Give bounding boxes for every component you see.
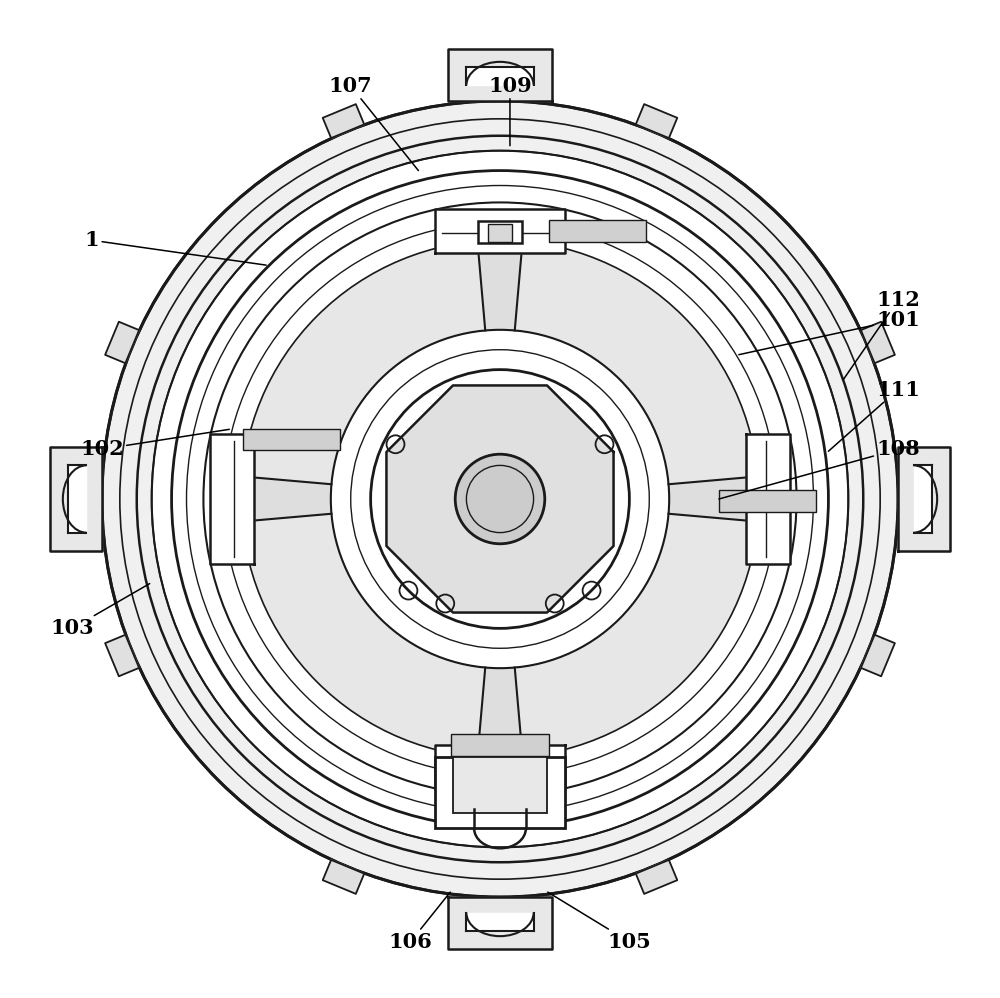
Text: 102: 102	[80, 429, 229, 459]
FancyBboxPatch shape	[243, 428, 340, 450]
Text: 103: 103	[50, 584, 150, 639]
FancyBboxPatch shape	[719, 490, 816, 512]
Polygon shape	[477, 241, 759, 522]
Polygon shape	[105, 321, 139, 363]
Polygon shape	[50, 447, 102, 551]
Polygon shape	[861, 321, 895, 363]
Text: 112: 112	[843, 290, 920, 379]
Polygon shape	[861, 635, 895, 677]
Text: 111: 111	[828, 379, 920, 451]
FancyBboxPatch shape	[549, 221, 646, 243]
Bar	[488, 224, 512, 243]
Text: 1: 1	[85, 231, 266, 265]
Polygon shape	[746, 434, 790, 564]
Polygon shape	[636, 860, 677, 894]
Polygon shape	[210, 434, 254, 564]
Polygon shape	[466, 67, 534, 86]
Polygon shape	[323, 860, 364, 894]
Polygon shape	[435, 745, 565, 788]
Polygon shape	[448, 897, 552, 949]
Text: 109: 109	[488, 76, 532, 146]
Text: 108: 108	[719, 439, 920, 499]
Polygon shape	[898, 447, 950, 551]
Polygon shape	[323, 104, 364, 138]
Polygon shape	[448, 49, 552, 101]
FancyBboxPatch shape	[451, 734, 549, 755]
Polygon shape	[636, 104, 677, 138]
Circle shape	[152, 151, 848, 847]
Polygon shape	[68, 465, 86, 533]
Text: 107: 107	[329, 76, 418, 171]
Text: 105: 105	[548, 892, 651, 952]
Polygon shape	[477, 476, 759, 757]
Polygon shape	[241, 476, 523, 757]
Polygon shape	[386, 385, 614, 613]
Polygon shape	[241, 241, 523, 522]
Circle shape	[455, 454, 545, 544]
Bar	[453, 756, 547, 813]
Text: 106: 106	[389, 892, 450, 952]
Bar	[478, 222, 522, 244]
Polygon shape	[105, 635, 139, 677]
Circle shape	[102, 101, 898, 897]
Polygon shape	[466, 912, 534, 931]
Bar	[435, 756, 565, 828]
Text: 101: 101	[739, 309, 920, 354]
Polygon shape	[914, 465, 932, 533]
Polygon shape	[435, 210, 565, 253]
